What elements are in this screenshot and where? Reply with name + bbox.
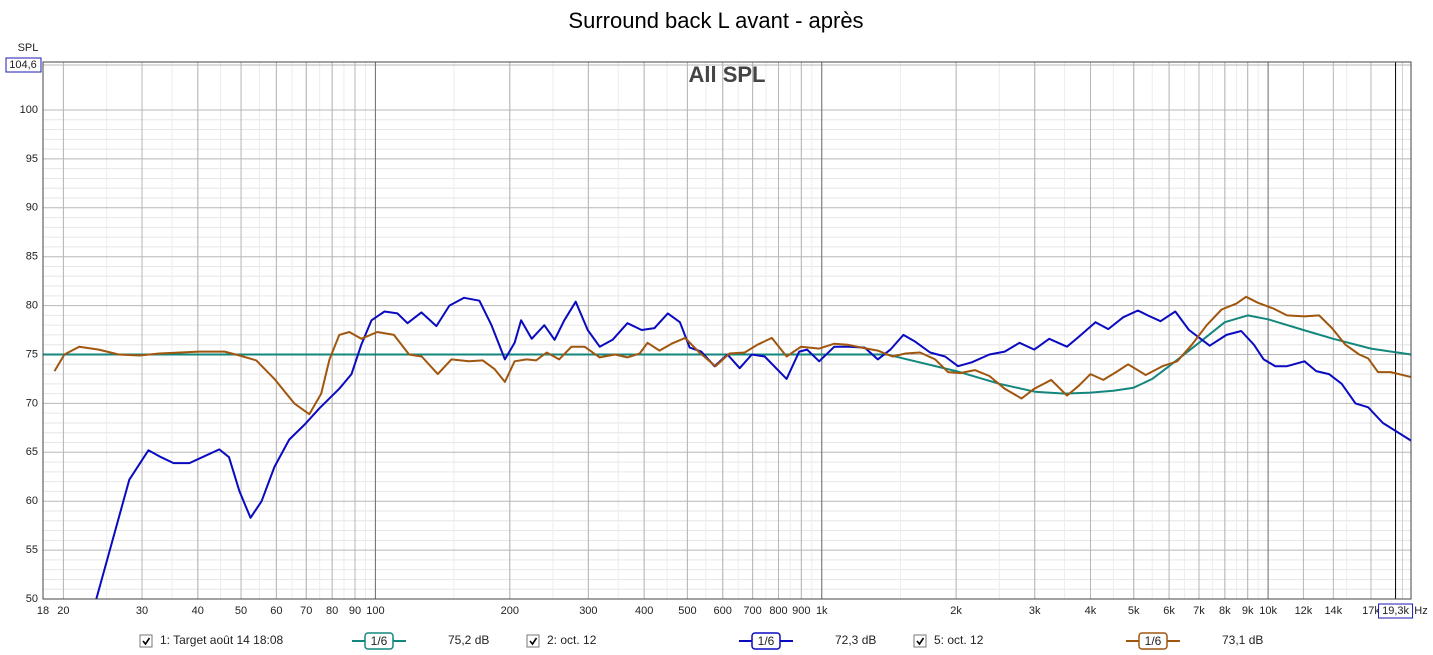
- y-tick-label: 55: [26, 544, 38, 556]
- y-tick-label: 90: [26, 202, 38, 214]
- x-tick-label: 10k: [1259, 605, 1277, 617]
- y-tick-label: 50: [26, 593, 38, 605]
- x-tick-label: 90: [349, 605, 361, 617]
- x-tick-label: 17k: [1362, 605, 1380, 617]
- legend-item: 1: Target août 14 18:08 1/6 75,2 dB: [139, 632, 489, 650]
- smoothing-box[interactable]: [751, 632, 781, 650]
- legend: 1: Target août 14 18:08 1/6 75,2 dB 2: oct.…: [139, 632, 1263, 650]
- x-tick-label: 100: [366, 605, 384, 617]
- x-tick-label: 40: [192, 605, 204, 617]
- x-tick-label: 700: [743, 605, 761, 617]
- x-tick-label: 4k: [1085, 605, 1097, 617]
- x-tick-label: 80: [326, 605, 338, 617]
- y-tick-label: 65: [26, 446, 38, 458]
- x-tick-label: 2k: [950, 605, 962, 617]
- y-tick-label: 60: [26, 495, 38, 507]
- smoothing-label: 1/6: [1145, 634, 1162, 648]
- plot-frame: [42, 61, 1412, 600]
- y-tick-label: 80: [26, 299, 38, 311]
- x-tick-label: 500: [678, 605, 696, 617]
- legend-checkbox[interactable]: [913, 634, 927, 648]
- x-tick-label: 900: [792, 605, 810, 617]
- x-tick-label: 200: [501, 605, 519, 617]
- y-tick-label: 100: [20, 104, 38, 116]
- x-tick-label: 60: [270, 605, 282, 617]
- legend-level: 73,1 dB: [1222, 633, 1263, 647]
- legend-checkbox[interactable]: [526, 634, 540, 648]
- x-tick-label: 400: [635, 605, 653, 617]
- x-tick-label: 50: [235, 605, 247, 617]
- legend-check: [916, 637, 925, 646]
- y-tick-label: 104,6: [9, 59, 37, 71]
- legend-level: 72,3 dB: [835, 633, 876, 647]
- x-tick-label: 6k: [1163, 605, 1175, 617]
- plot-lines: [43, 295, 1411, 599]
- annotation: All SPL: [688, 62, 765, 87]
- x-tick-label: 5k: [1128, 605, 1140, 617]
- x-tick-label: 1k: [816, 605, 828, 617]
- x-tick-label: 9k: [1242, 605, 1254, 617]
- legend-name: 1: Target août 14 18:08: [160, 633, 284, 647]
- x-tick-label: 70: [300, 605, 312, 617]
- y-tick-label: 85: [26, 251, 38, 263]
- legend-checkbox[interactable]: [139, 634, 153, 648]
- chart-title: Surround back L avant - après: [568, 8, 863, 33]
- cursor-label: 19,3k: [1382, 605, 1409, 617]
- x-tick-label: 800: [769, 605, 787, 617]
- legend-check: [529, 637, 538, 646]
- smoothing-label: 1/6: [371, 634, 388, 648]
- grid: 50 55 60 65 70 75 80 85 90 95 100 104,6 18 20 30 40 50 60…: [5, 57, 1411, 617]
- y-tick-label: 70: [26, 397, 38, 409]
- cursor-box: [1378, 603, 1414, 619]
- y-axis-label: SPL: [18, 42, 39, 54]
- x-axis-label: Hz: [1414, 605, 1427, 617]
- legend-item: 2: oct. 12 1/6 72,3 dB: [526, 632, 876, 650]
- legend-name: 2: oct. 12: [547, 633, 597, 647]
- x-tick-label: 300: [579, 605, 597, 617]
- smoothing-label: 1/6: [758, 634, 775, 648]
- x-tick-label: 3k: [1029, 605, 1041, 617]
- legend-name: 5: oct. 12: [934, 633, 984, 647]
- x-tick-label: 12k: [1295, 605, 1313, 617]
- x-tick-label: 20: [57, 605, 69, 617]
- series-line: [53, 295, 1411, 416]
- smoothing-box[interactable]: [1138, 632, 1168, 650]
- legend-level: 75,2 dB: [448, 633, 489, 647]
- y-max-box: [5, 57, 42, 73]
- y-tick-label: 95: [26, 153, 38, 165]
- x-tick-label: 600: [714, 605, 732, 617]
- legend-item: 5: oct. 12 1/6 73,1 dB: [913, 632, 1263, 650]
- legend-check: [142, 637, 151, 646]
- x-tick-label: 30: [136, 605, 148, 617]
- y-tick-label: 75: [26, 348, 38, 360]
- x-tick-label: 8k: [1219, 605, 1231, 617]
- x-tick-label: 7k: [1193, 605, 1205, 617]
- x-tick-label: 14k: [1324, 605, 1342, 617]
- smoothing-box[interactable]: [364, 632, 394, 650]
- x-tick-label: 18: [37, 605, 49, 617]
